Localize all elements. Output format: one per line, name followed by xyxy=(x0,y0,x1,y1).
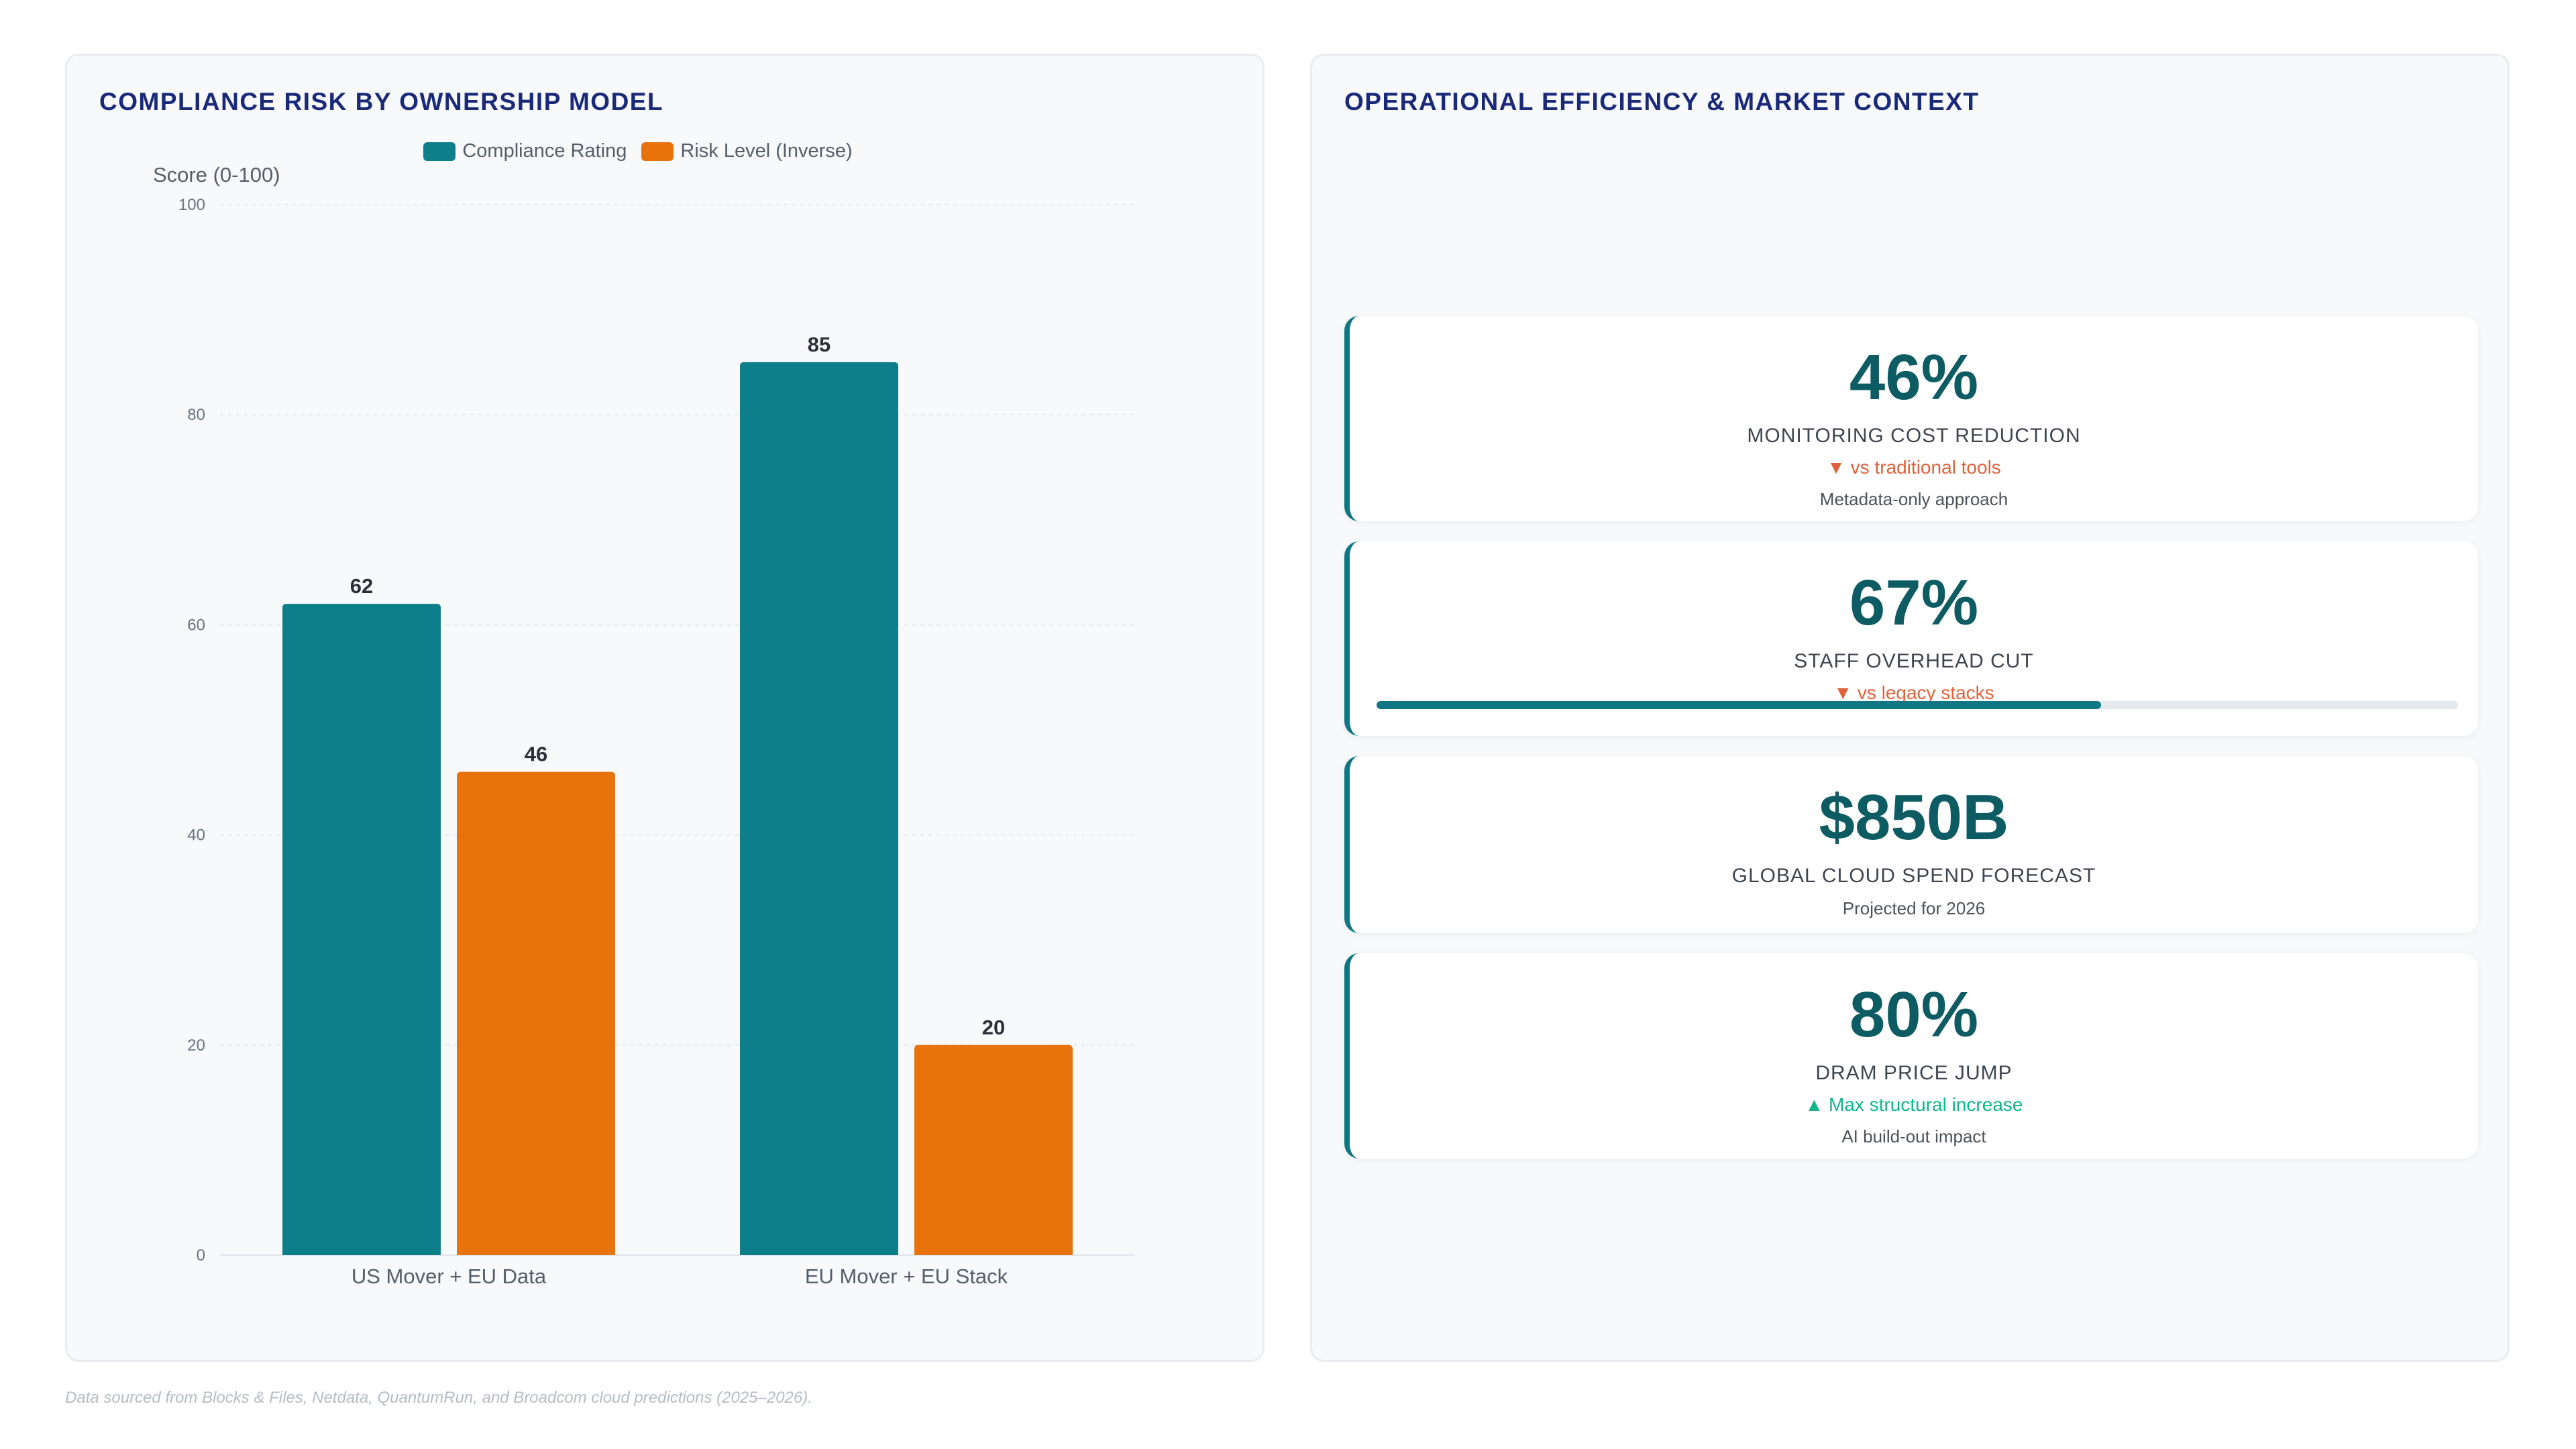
kpi-card-cloud-spend: $850B GLOBAL CLOUD SPEND FORECAST Projec… xyxy=(1344,756,2478,933)
y-axis-label: Score (0-100) xyxy=(153,163,280,186)
bar-chart: 0 20 40 60 80 100 62 46 US Mover + EU Data 85 20 EU… xyxy=(178,196,1135,1288)
x-tick-label: EU Mover + EU Stack xyxy=(805,1265,1008,1288)
kpi-value: 67% xyxy=(1849,567,1979,639)
y-tick-label: 60 xyxy=(187,616,205,634)
bar xyxy=(282,604,441,1255)
y-tick-label: 100 xyxy=(178,196,205,214)
y-tick-label: 40 xyxy=(187,826,205,845)
bar xyxy=(740,362,898,1255)
data-source-footnote: Data sourced from Blocks & Files, Netdat… xyxy=(65,1389,812,1407)
kpi-panel: OPERATIONAL EFFICIENCY & MARKET CONTEXT … xyxy=(1310,54,2510,1362)
kpi-trend-up: ▲ Max structural increase xyxy=(1805,1094,2023,1115)
kpi-label: STAFF OVERHEAD CUT xyxy=(1794,650,2034,672)
legend-label-compliance: Compliance Rating xyxy=(462,140,627,162)
y-tick-label: 0 xyxy=(197,1246,205,1265)
legend-item-compliance[interactable]: Compliance Rating xyxy=(423,140,627,162)
kpi-value: $850B xyxy=(1819,782,2009,853)
kpi-card-staff-overhead: 67% STAFF OVERHEAD CUT ▼ vs legacy stack… xyxy=(1344,541,2478,736)
bar-value-label: 85 xyxy=(808,333,830,356)
kpi-value: 80% xyxy=(1849,979,1979,1051)
progress-bar xyxy=(1377,701,2458,709)
kpi-note: Metadata-only approach xyxy=(1819,489,2008,509)
kpi-label: GLOBAL CLOUD SPEND FORECAST xyxy=(1731,865,2096,887)
kpi-value: 46% xyxy=(1849,341,1979,413)
legend-item-risk[interactable]: Risk Level (Inverse) xyxy=(641,140,853,162)
y-tick-label: 20 xyxy=(187,1036,205,1055)
legend-swatch-compliance xyxy=(423,142,456,161)
bar-value-label: 20 xyxy=(982,1016,1005,1039)
legend-swatch-risk xyxy=(641,142,674,161)
kpi-card-monitoring-cost: 46% MONITORING COST REDUCTION ▼ vs tradi… xyxy=(1344,316,2478,521)
kpi-trend-down: ▼ vs legacy stacks xyxy=(1833,682,1994,703)
kpi-label: MONITORING COST REDUCTION xyxy=(1747,425,2081,447)
chart-title: COMPLIANCE RISK BY OWNERSHIP MODEL xyxy=(99,88,664,115)
bar-value-label: 46 xyxy=(525,743,547,766)
kpi-label: DRAM PRICE JUMP xyxy=(1815,1062,2012,1084)
kpi-card-dram-price: 80% DRAM PRICE JUMP ▲ Max structural inc… xyxy=(1344,953,2478,1159)
chart-legend: Compliance Rating Risk Level (Inverse) xyxy=(67,140,1263,162)
bar-value-label: 62 xyxy=(350,574,373,598)
y-tick-label: 80 xyxy=(187,406,205,424)
chart-panel: COMPLIANCE RISK BY OWNERSHIP MODEL Compl… xyxy=(65,54,1265,1362)
bar xyxy=(457,771,615,1255)
legend-label-risk: Risk Level (Inverse) xyxy=(680,140,853,162)
bar xyxy=(914,1044,1073,1255)
progress-bar-fill xyxy=(1377,701,2102,709)
x-tick-label: US Mover + EU Data xyxy=(352,1265,547,1288)
kpi-trend-down: ▼ vs traditional tools xyxy=(1827,457,2001,478)
kpi-note: AI build-out impact xyxy=(1841,1126,1986,1146)
kpi-panel-title: OPERATIONAL EFFICIENCY & MARKET CONTEXT xyxy=(1344,88,1980,115)
kpi-note: Projected for 2026 xyxy=(1842,898,1986,918)
